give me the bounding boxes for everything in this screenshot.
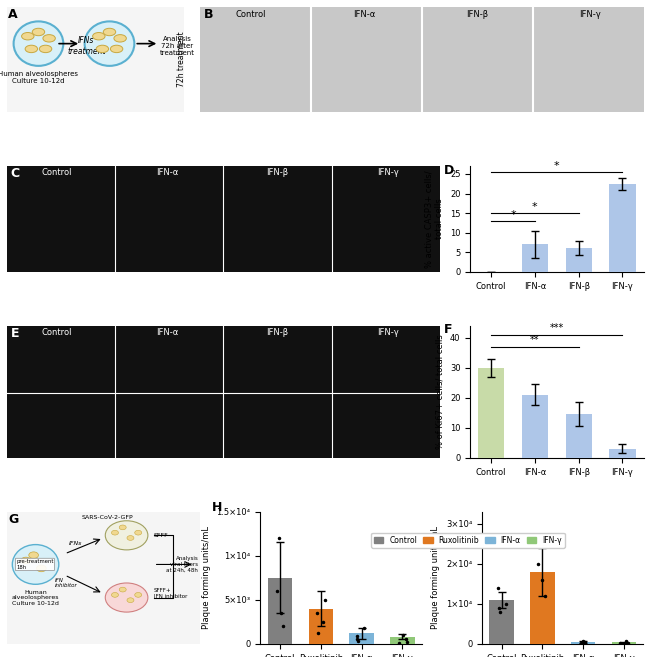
Circle shape bbox=[92, 32, 105, 40]
Circle shape bbox=[127, 535, 134, 540]
Circle shape bbox=[112, 530, 118, 535]
Circle shape bbox=[32, 28, 45, 35]
Text: 72h treatment: 72h treatment bbox=[177, 32, 187, 87]
Text: ***: *** bbox=[550, 323, 564, 333]
Text: IFN-α: IFN-α bbox=[353, 10, 375, 19]
Text: pre-treatment
18h: pre-treatment 18h bbox=[16, 559, 54, 570]
Bar bbox=[489, 600, 514, 644]
Text: IFNs
treatment: IFNs treatment bbox=[67, 36, 106, 56]
Circle shape bbox=[43, 35, 55, 42]
Text: C: C bbox=[11, 167, 20, 180]
Circle shape bbox=[111, 45, 123, 53]
Ellipse shape bbox=[14, 22, 63, 66]
Circle shape bbox=[29, 552, 38, 558]
Text: F: F bbox=[444, 323, 452, 336]
Text: **: ** bbox=[530, 335, 540, 345]
Text: Control: Control bbox=[41, 168, 72, 177]
Bar bbox=[609, 449, 636, 458]
Y-axis label: % active CASP3+ cells/
total cells: % active CASP3+ cells/ total cells bbox=[425, 170, 445, 268]
Text: H: H bbox=[212, 501, 222, 514]
Text: IFN-γ: IFN-γ bbox=[377, 168, 398, 177]
Circle shape bbox=[135, 593, 142, 597]
Text: Control: Control bbox=[41, 328, 72, 337]
Circle shape bbox=[96, 45, 109, 53]
Circle shape bbox=[21, 32, 34, 40]
Text: B: B bbox=[204, 8, 214, 20]
Circle shape bbox=[40, 45, 52, 53]
Bar bbox=[522, 244, 548, 272]
Text: Control: Control bbox=[235, 10, 266, 19]
Circle shape bbox=[135, 530, 142, 535]
Y-axis label: Plaque forming units/mL: Plaque forming units/mL bbox=[202, 526, 211, 629]
Circle shape bbox=[112, 593, 118, 597]
Bar bbox=[530, 572, 554, 644]
Text: IFN-α: IFN-α bbox=[156, 168, 178, 177]
Text: IFN-β: IFN-β bbox=[266, 168, 289, 177]
Ellipse shape bbox=[12, 545, 58, 584]
Bar bbox=[609, 184, 636, 272]
Y-axis label: Plaque forming units/mL: Plaque forming units/mL bbox=[432, 526, 441, 629]
Y-axis label: % of Ki67+ cells/ total cells: % of Ki67+ cells/ total cells bbox=[436, 334, 444, 449]
Bar bbox=[612, 643, 636, 644]
Text: *: * bbox=[510, 210, 516, 220]
Circle shape bbox=[114, 35, 126, 42]
Ellipse shape bbox=[105, 583, 148, 612]
Text: IFN
inhibitor: IFN inhibitor bbox=[55, 578, 77, 589]
Ellipse shape bbox=[84, 22, 135, 66]
Text: IFN-β: IFN-β bbox=[266, 328, 289, 337]
Circle shape bbox=[127, 598, 134, 602]
Bar bbox=[566, 415, 592, 458]
Circle shape bbox=[25, 45, 38, 53]
Bar bbox=[349, 633, 374, 644]
Text: Human alveolospheres
Culture 10-12d: Human alveolospheres Culture 10-12d bbox=[0, 71, 79, 84]
Bar bbox=[268, 578, 293, 644]
Ellipse shape bbox=[105, 521, 148, 550]
Bar bbox=[522, 395, 548, 458]
Circle shape bbox=[119, 587, 126, 592]
Bar bbox=[390, 637, 415, 644]
Text: SFFF+
IFN inhibitor: SFFF+ IFN inhibitor bbox=[153, 588, 187, 599]
Text: SARS-CoV-2-GFP: SARS-CoV-2-GFP bbox=[81, 516, 133, 520]
Bar bbox=[566, 248, 592, 272]
Text: IFN-β: IFN-β bbox=[466, 10, 488, 19]
Text: G: G bbox=[8, 513, 19, 526]
Circle shape bbox=[119, 525, 126, 530]
Bar bbox=[571, 642, 595, 644]
Legend: Control, Ruxolitinib, IFN-α, IFN-γ: Control, Ruxolitinib, IFN-α, IFN-γ bbox=[371, 533, 565, 548]
Text: SFFF: SFFF bbox=[153, 533, 168, 538]
Text: A: A bbox=[8, 8, 18, 20]
Text: Analysis
72h after
treatment: Analysis 72h after treatment bbox=[159, 36, 194, 57]
Text: IFN-α: IFN-α bbox=[156, 328, 178, 337]
Text: D: D bbox=[444, 164, 454, 177]
Text: *: * bbox=[532, 202, 538, 212]
Circle shape bbox=[21, 557, 31, 564]
Circle shape bbox=[36, 565, 46, 572]
Text: Analysis
viral titers
at 24h, 48h: Analysis viral titers at 24h, 48h bbox=[166, 556, 198, 573]
Text: Human
alveolospheres
Culture 10-12d: Human alveolospheres Culture 10-12d bbox=[12, 589, 59, 606]
Bar bbox=[478, 368, 504, 458]
Circle shape bbox=[103, 28, 116, 35]
Bar bbox=[309, 608, 333, 644]
Text: IFN-γ: IFN-γ bbox=[579, 10, 601, 19]
Text: IFNs: IFNs bbox=[68, 541, 82, 546]
Text: *: * bbox=[554, 161, 560, 171]
Text: IFN-γ: IFN-γ bbox=[377, 328, 398, 337]
Text: E: E bbox=[11, 327, 20, 340]
